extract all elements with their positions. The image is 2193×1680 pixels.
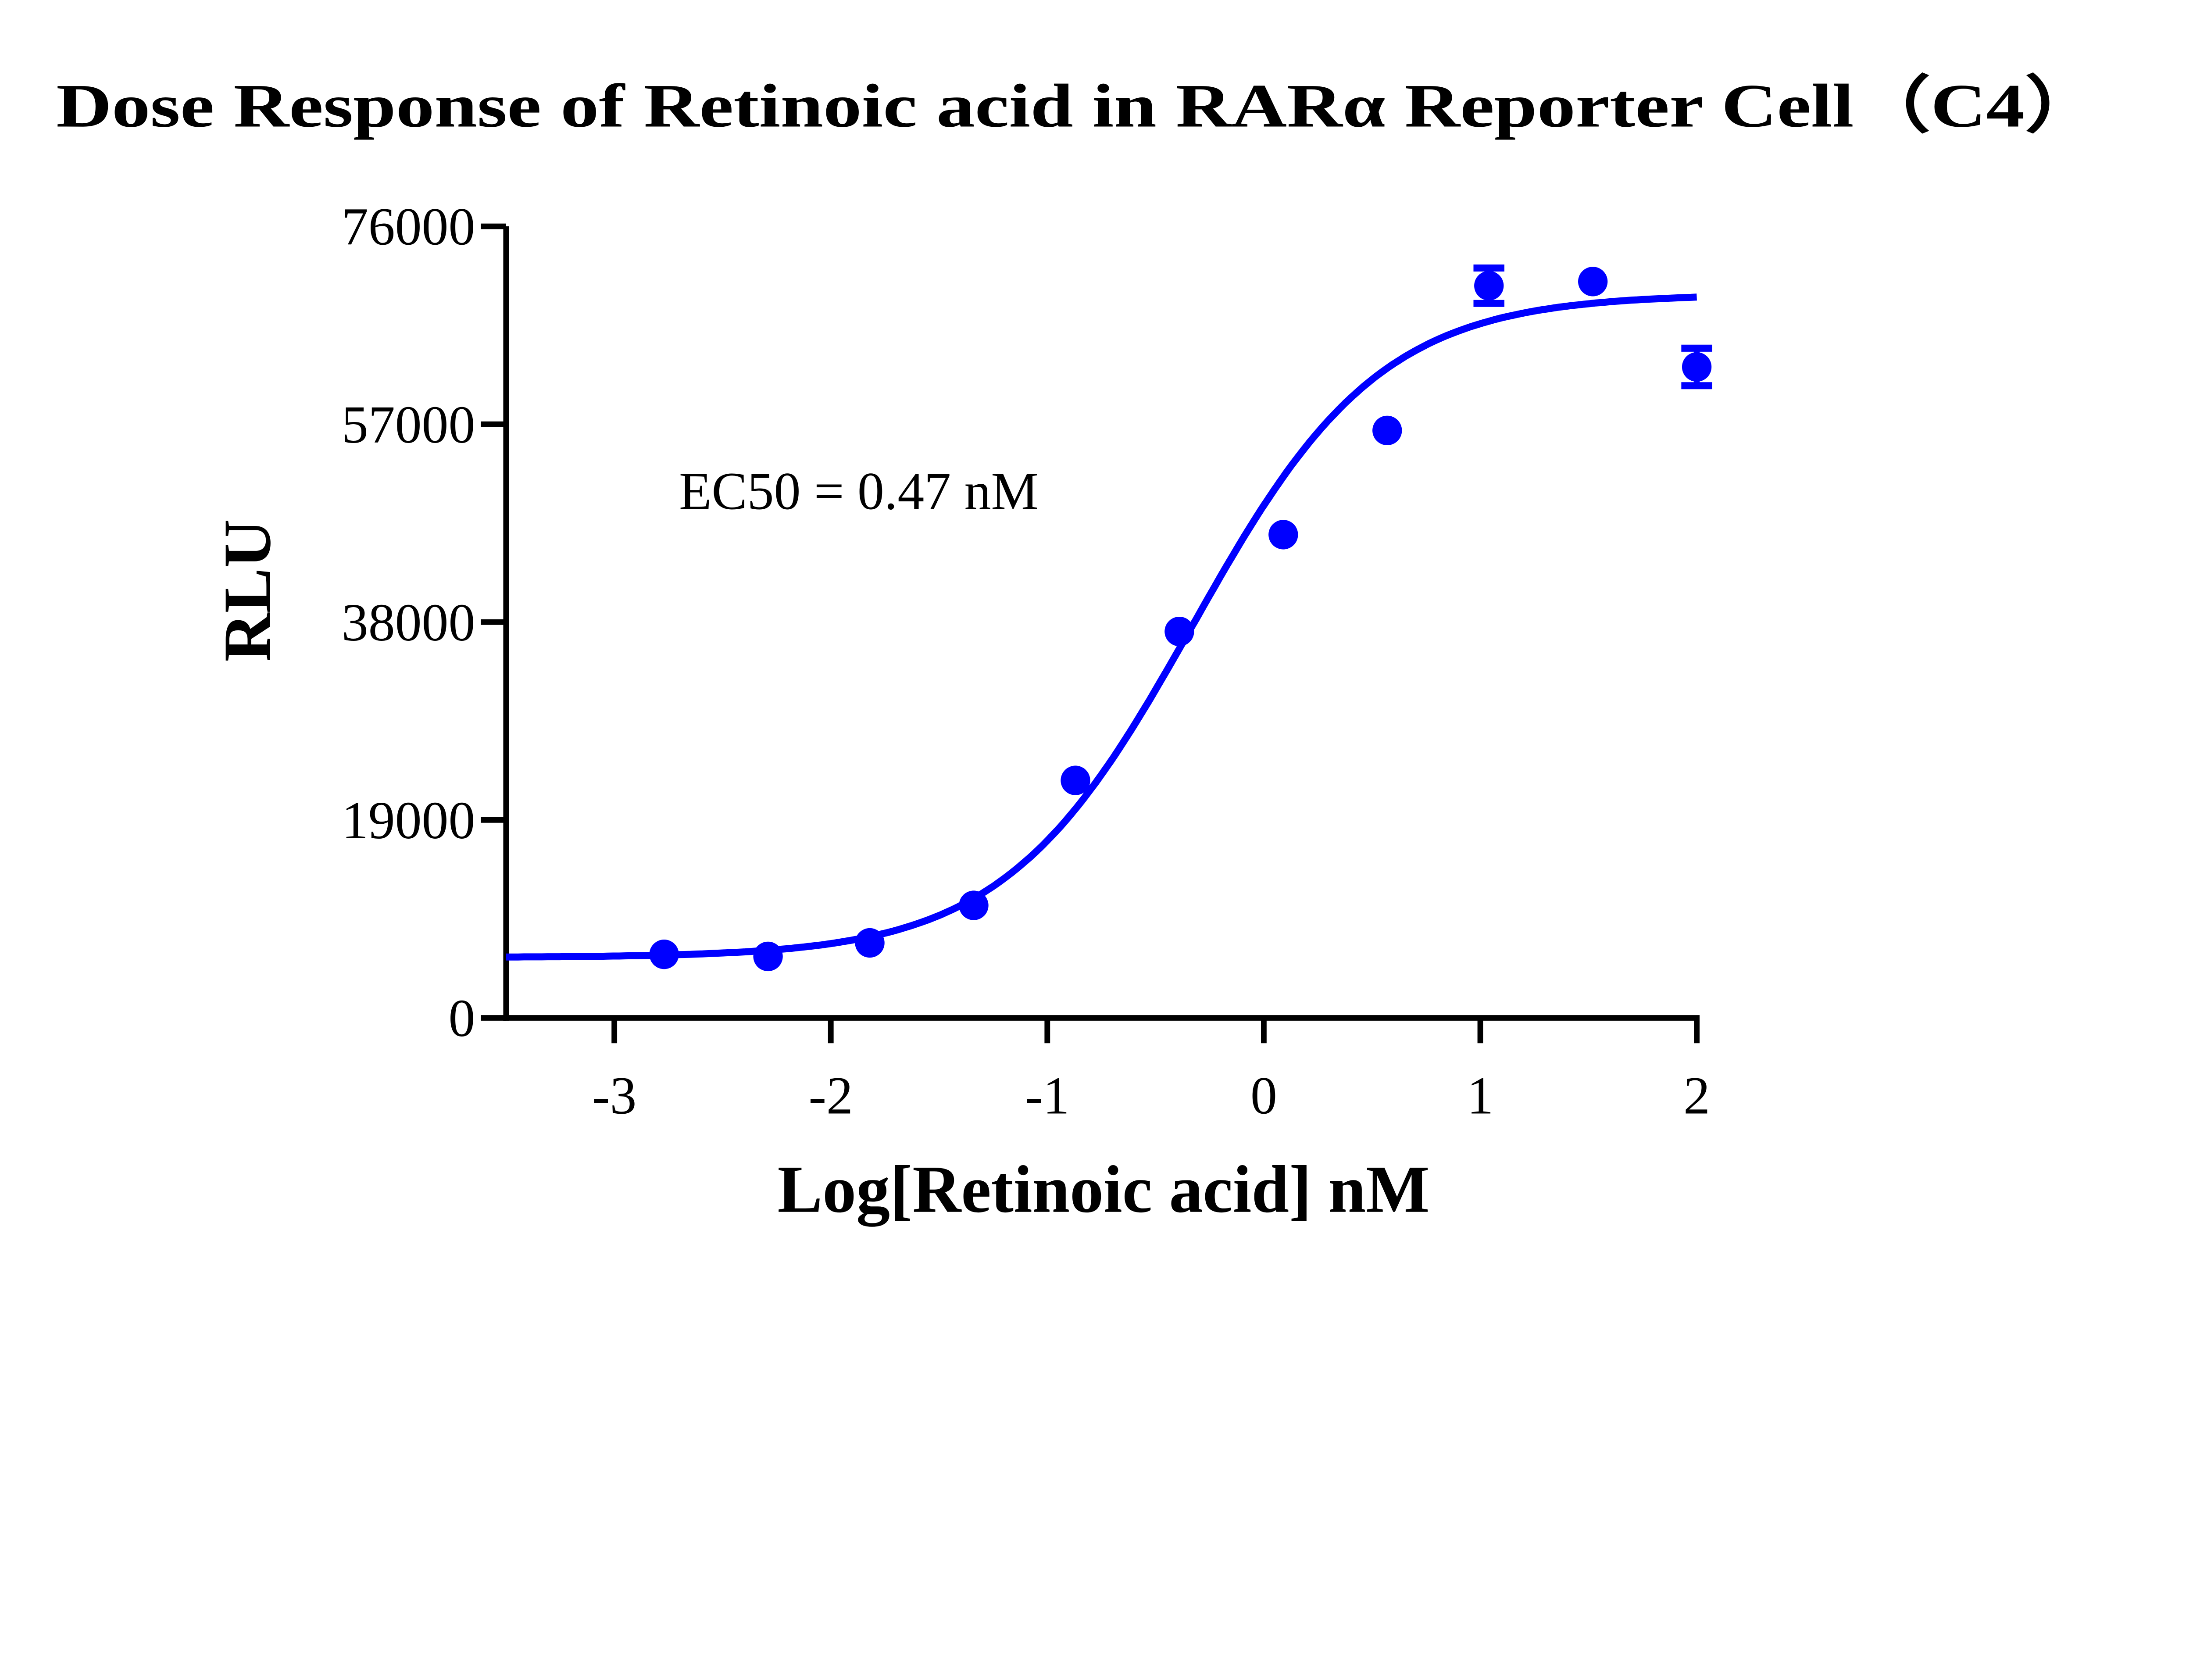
y-axis-label: RLU — [210, 519, 285, 662]
data-point — [1474, 271, 1504, 301]
data-point — [1061, 765, 1090, 795]
data-point — [855, 928, 885, 958]
x-tick-label: -3 — [592, 1066, 636, 1125]
data-point — [1164, 616, 1194, 647]
data-point — [753, 941, 783, 972]
data-point — [649, 940, 679, 969]
y-tick-label: 0 — [448, 989, 475, 1048]
y-tick-label: 38000 — [342, 593, 475, 652]
x-tick-label: 2 — [1683, 1066, 1710, 1125]
x-axis-label: Log[Retinoic acid] nM — [778, 1152, 1430, 1227]
y-tick-label: 57000 — [342, 395, 475, 454]
plot-area: 0 19000 38000 57000 76000 -3 -2 -1 0 1 2 — [342, 197, 1712, 1125]
chart-title: Dose Response of Retinoic acid in RARα R… — [56, 71, 2101, 140]
data-point — [1578, 267, 1608, 297]
y-tick-label: 76000 — [342, 197, 475, 257]
data-point — [959, 890, 989, 920]
y-tick-label: 19000 — [342, 791, 475, 850]
x-tick-label: 0 — [1250, 1066, 1277, 1125]
fit-curve — [506, 293, 1697, 961]
data-point — [1372, 415, 1402, 446]
dose-response-chart: Dose Response of Retinoic acid in RARα R… — [56, 71, 2101, 1227]
data-point — [1682, 352, 1712, 382]
x-tick-label: -1 — [1025, 1066, 1069, 1125]
x-tick-label: -2 — [809, 1066, 853, 1125]
ec50-annotation: EC50 = 0.47 nM — [679, 461, 1039, 521]
x-tick-label: 1 — [1467, 1066, 1494, 1125]
data-point — [1268, 520, 1298, 550]
